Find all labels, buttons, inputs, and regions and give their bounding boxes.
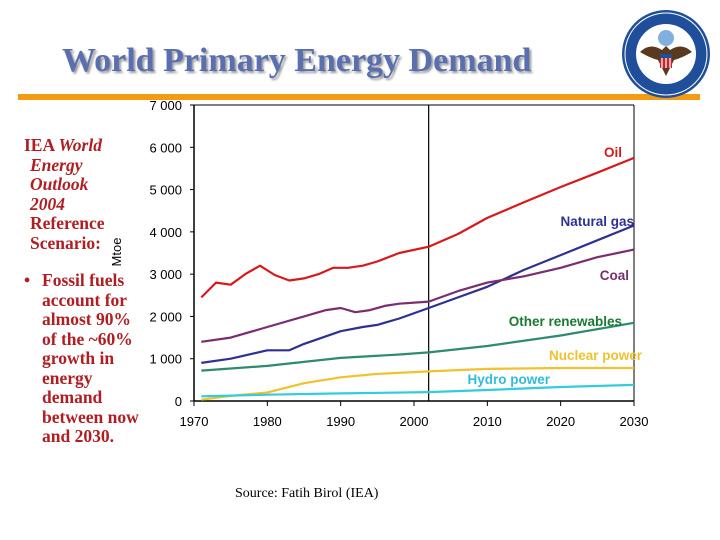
y-tick-label: 0 — [175, 394, 182, 409]
series-label: Hydro power — [467, 372, 550, 387]
y-tick-label: 6 000 — [149, 140, 182, 155]
y-tick-label: 5 000 — [149, 183, 182, 198]
y-tick-label: 4 000 — [149, 225, 182, 240]
series-label: Natural gas — [560, 214, 634, 229]
department-of-state-seal — [622, 10, 710, 98]
series-label: Other renewables — [509, 314, 622, 329]
heading-text: 2004 — [30, 193, 65, 214]
series-line-oil — [200, 156, 635, 299]
y-tick-label: 2 000 — [149, 309, 182, 324]
x-tick-label: 1990 — [326, 414, 355, 429]
bullet-item: • Fossil fuels account for almost 90% of… — [24, 270, 144, 447]
source-note: Source: Fatih Birol (IEA) — [235, 486, 379, 501]
heading-text: Outlook — [30, 174, 89, 194]
series-label: Coal — [600, 268, 629, 283]
series-line-other-renewables — [201, 321, 635, 372]
bullet-text: Fossil fuels account for almost 90% of t… — [42, 270, 139, 446]
bullet-icon: • — [24, 270, 31, 290]
heading-text: IEA — [24, 135, 59, 155]
heading-text: Scenario: — [30, 232, 101, 253]
y-tick-label: 7 000 — [149, 98, 182, 113]
y-tick-label: 1 000 — [149, 352, 182, 367]
heading-text: World — [58, 135, 102, 155]
series-line-coal — [201, 248, 635, 343]
scenario-heading: IEA World Energy Outlook 2004 Reference … — [24, 135, 144, 253]
sidebar-text: IEA World Energy Outlook 2004 Reference … — [24, 135, 144, 447]
series-label: Oil — [604, 145, 622, 160]
series-line-natural-gas — [201, 224, 635, 364]
accent-rule — [18, 94, 700, 100]
x-tick-label: 2030 — [620, 414, 649, 429]
series-line-hydro-power — [201, 383, 635, 398]
x-tick-label: 2000 — [400, 414, 429, 429]
x-tick-label: 1970 — [180, 414, 209, 429]
slide-title: World Primary Energy Demand — [62, 42, 532, 79]
y-axis-label: Mtoe — [109, 238, 124, 267]
x-tick-label: 1980 — [253, 414, 282, 429]
series-label: Nuclear power — [549, 348, 643, 363]
heading-text: Energy — [30, 154, 83, 175]
y-tick-label: 3 000 — [149, 267, 182, 282]
x-tick-label: 2010 — [473, 414, 502, 429]
x-tick-label: 2020 — [546, 414, 575, 429]
heading-text: Reference — [30, 213, 105, 233]
